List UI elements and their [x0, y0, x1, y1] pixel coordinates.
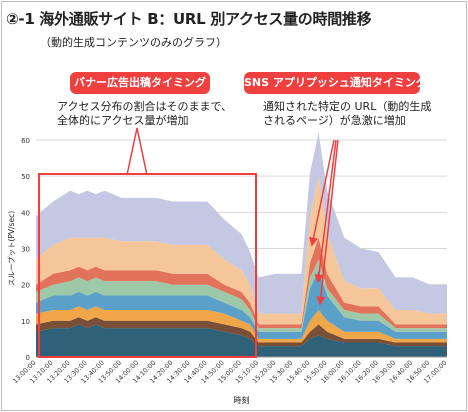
y-tick-label: 30 — [21, 246, 30, 254]
area-series — [36, 317, 447, 347]
sns-arrow — [309, 139, 335, 247]
banner-highlight-box — [38, 173, 257, 358]
area-series — [36, 132, 447, 314]
area-series — [36, 324, 447, 357]
banner-pointer — [126, 127, 148, 176]
y-tick-label: 40 — [21, 209, 30, 217]
callout-text-banner: アクセス分布の割合はそのままで、 全体的にアクセス量が増加 — [57, 100, 232, 128]
callout-label-banner: バナー広告出稿タイミング — [70, 72, 210, 94]
area-series — [36, 176, 447, 325]
callout-text-line: 全体的にアクセス量が増加 — [57, 114, 189, 127]
y-axis-title: スループット(PV/sec) — [7, 211, 16, 286]
page-title: ②-1 海外通販サイト B：URL 別アクセス量の時間推移 — [6, 10, 372, 28]
y-tick-label: 0 — [26, 354, 30, 362]
x-axis-title: 時刻 — [234, 395, 250, 405]
sns-arrow — [314, 139, 337, 284]
y-tick-label: 50 — [21, 173, 30, 181]
area-series — [36, 306, 447, 343]
callout-text-line: 通知された特定の URL（動的生成 — [263, 100, 432, 113]
callout-text-sns: 通知された特定の URL（動的生成 されるページ）が急激に増加 — [263, 100, 431, 128]
callout-label-sns: SNS アプリプッシュ通知タイミング — [244, 72, 427, 94]
sns-arrow — [316, 139, 339, 306]
area-series — [36, 237, 447, 329]
area-series — [36, 259, 447, 332]
page-subtitle: （動的生成コンテンツのみのグラフ） — [40, 36, 227, 49]
y-tick-label: 60 — [21, 137, 30, 145]
y-tick-label: 20 — [21, 282, 30, 290]
callout-text-line: アクセス分布の割合はそのままで、 — [57, 100, 233, 113]
area-series — [36, 270, 447, 339]
y-tick-label: 10 — [21, 318, 30, 326]
callout-text-line: されるページ）が急激に増加 — [263, 114, 406, 127]
